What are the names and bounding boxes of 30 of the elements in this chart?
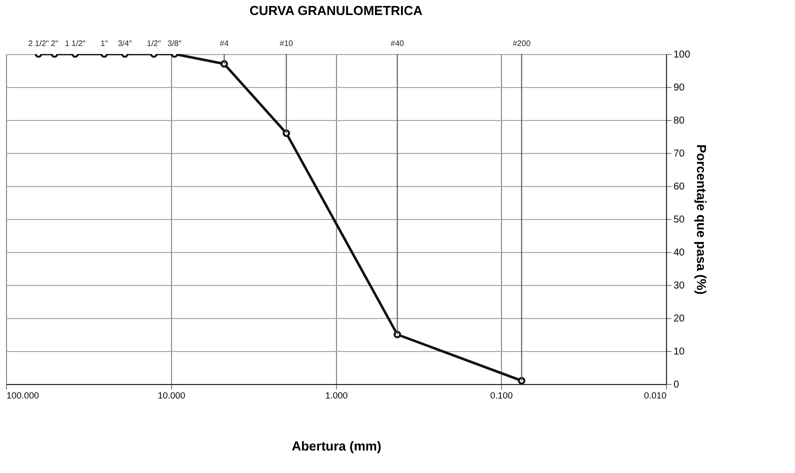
y-tick-label: 60	[674, 182, 686, 192]
annotation: 3/4"	[118, 39, 132, 48]
y-tick-label: 70	[674, 148, 686, 160]
annotation: #10	[280, 39, 294, 48]
x-tick-label: 0.010	[644, 390, 666, 400]
chart-title: CURVA GRANULOMETRICA	[249, 3, 424, 18]
y-tick-label: 90	[674, 82, 686, 94]
x-tick-label: 0.100	[490, 390, 513, 400]
annotation: 2 1/2"	[28, 39, 50, 48]
annotation: #40	[390, 39, 405, 48]
y-tick-label: 10	[674, 346, 686, 358]
x-tick-label: 10.000	[158, 390, 186, 400]
y-tick-label: 100	[674, 50, 691, 60]
y-tick-label: 30	[674, 280, 686, 292]
y-tick-label: 80	[674, 116, 686, 126]
y-axis-title: Porcentaje que pasa (%)	[694, 144, 710, 295]
y-tick-label: 40	[674, 248, 686, 258]
y-tick-label: 20	[674, 314, 686, 324]
annotation: #4	[220, 39, 230, 48]
annotation: 1 1/2"	[64, 39, 86, 48]
x-tick-label: 1.000	[325, 390, 348, 400]
x-tick-label: 100.000	[6, 390, 40, 400]
y-tick-label: 50	[674, 214, 686, 226]
x-axis-title: Abertura (mm)	[292, 438, 382, 454]
annotation: 1"	[100, 39, 108, 48]
annotation: 1/2"	[146, 39, 162, 48]
annotation: 2"	[50, 39, 58, 48]
y-tick-label: 0	[674, 380, 680, 390]
annotation: 3/8"	[168, 39, 182, 48]
annotation: #200	[512, 39, 532, 48]
